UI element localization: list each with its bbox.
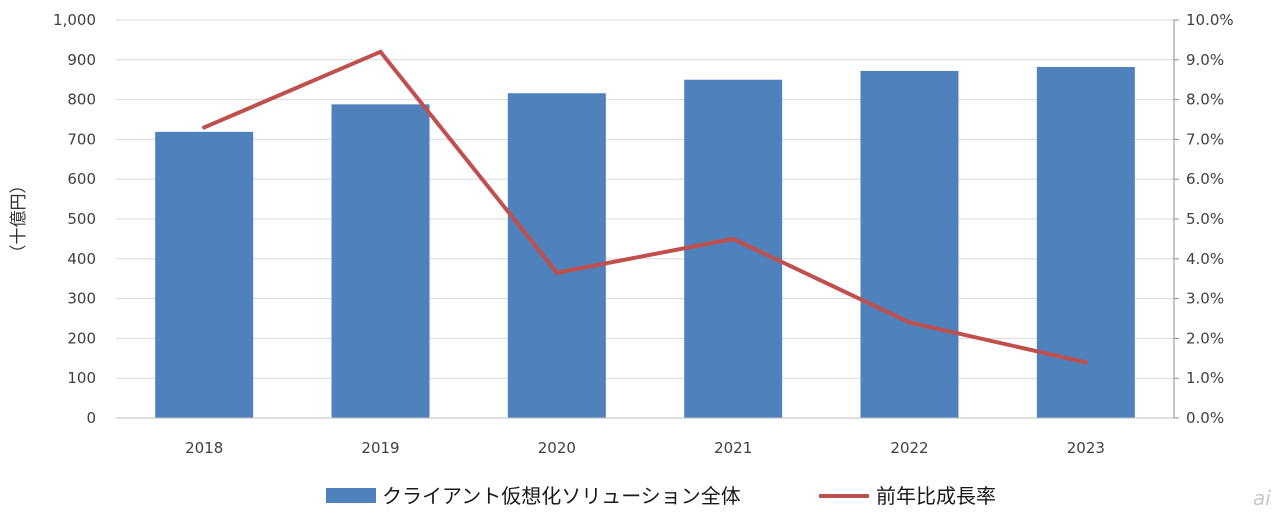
- watermark-logo: ai: [1253, 486, 1271, 510]
- x-tick-label: 2022: [890, 439, 928, 457]
- x-tick-label: 2021: [714, 439, 752, 457]
- line-series: [202, 49, 1088, 365]
- y2-tick-label: 4.0%: [1186, 250, 1224, 268]
- y2-tick-label: 10.0%: [1186, 11, 1234, 29]
- x-tick-label: 2020: [538, 439, 576, 457]
- bar: [155, 131, 254, 418]
- y-tick-label: 700: [67, 130, 96, 148]
- legend: クライアント仮想化ソリューション全体 前年比成長率: [326, 484, 996, 508]
- y2-tick-label: 0.0%: [1186, 409, 1224, 427]
- bar-series: [155, 66, 1135, 419]
- line-point: [202, 125, 207, 130]
- x-tick-label: 2023: [1067, 439, 1105, 457]
- bar: [684, 79, 783, 418]
- bar: [1036, 66, 1135, 419]
- y-tick-label: 500: [67, 210, 96, 228]
- y-tick-label: 1,000: [53, 11, 96, 29]
- bar: [507, 93, 606, 419]
- line-point: [1083, 360, 1088, 365]
- y-tick-label: 100: [67, 369, 96, 387]
- legend-line-label: 前年比成長率: [876, 484, 996, 508]
- gridlines: [116, 19, 1174, 379]
- tick-labels: 0 100 200 300 400 500 600 700 800 900 1,000 0.0% 1.0…: [9, 11, 1234, 457]
- y2-tick-label: 6.0%: [1186, 170, 1224, 188]
- y2-tick-label: 8.0%: [1186, 91, 1224, 109]
- y2-tick-label: 2.0%: [1186, 329, 1224, 347]
- line-point: [554, 270, 559, 275]
- y-tick-label: 800: [67, 91, 96, 109]
- y-tick-label: 600: [67, 170, 96, 188]
- line-point: [378, 49, 383, 54]
- legend-bar-swatch: [326, 488, 376, 503]
- y-tick-label: 300: [67, 290, 96, 308]
- y2-tick-label: 7.0%: [1186, 130, 1224, 148]
- y2-tick-label: 1.0%: [1186, 369, 1224, 387]
- growth-line: [202, 49, 1088, 365]
- y2-tick-label: 3.0%: [1186, 290, 1224, 308]
- y-tick-label: 400: [67, 250, 96, 268]
- line-point: [907, 320, 912, 325]
- bar: [860, 70, 959, 418]
- y-tick-label: 900: [67, 51, 96, 69]
- line-point: [731, 236, 736, 241]
- axes: [116, 19, 1179, 419]
- y-tick-label: 200: [67, 329, 96, 347]
- y2-tick-label: 9.0%: [1186, 51, 1224, 69]
- y2-tick-label: 5.0%: [1186, 210, 1224, 228]
- bar: [331, 104, 430, 418]
- y-tick-label: 0: [86, 409, 96, 427]
- x-tick-label: 2019: [361, 439, 399, 457]
- x-tick-label: 2018: [185, 439, 223, 457]
- y-axis-title: （十億円）: [9, 177, 29, 262]
- legend-bar-label: クライアント仮想化ソリューション全体: [382, 484, 741, 508]
